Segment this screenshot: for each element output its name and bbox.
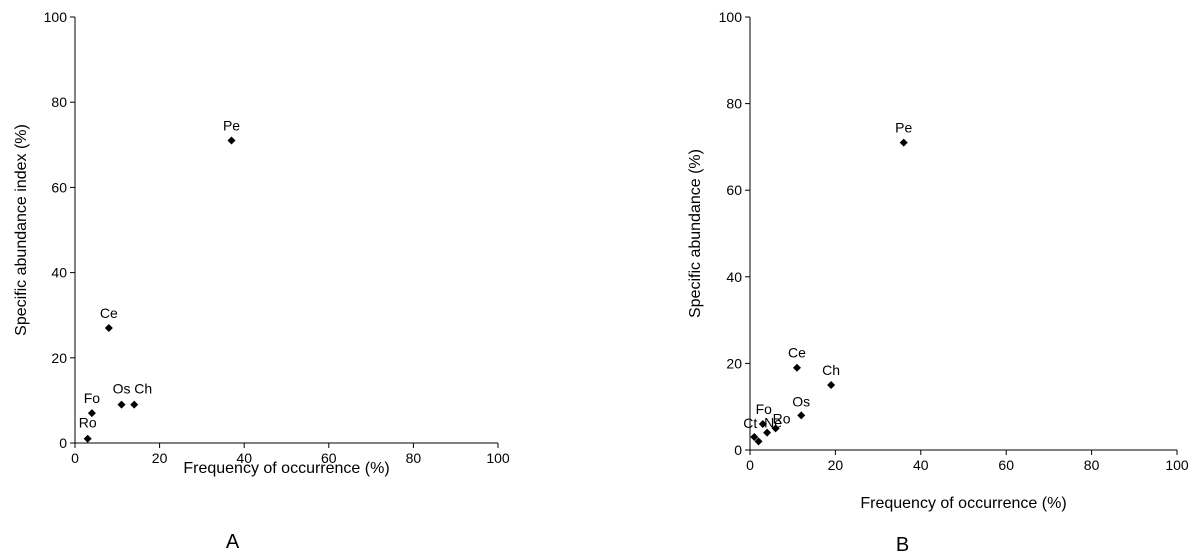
data-points: Pe Ce Fo Os Ch Ro bbox=[79, 118, 240, 443]
y-tick-label: 40 bbox=[726, 269, 742, 285]
data-point-marker bbox=[130, 400, 139, 409]
y-tick-label: 20 bbox=[726, 355, 742, 371]
y-tick-label: 80 bbox=[51, 94, 67, 110]
y-tick-label: 80 bbox=[726, 96, 742, 112]
y-tick-label: 0 bbox=[59, 435, 67, 451]
x-tick-label: 100 bbox=[1165, 457, 1189, 473]
y-axis-label: Specific abundance index (%) bbox=[13, 124, 30, 336]
y-tick-label: 20 bbox=[51, 350, 67, 366]
data-point-marker bbox=[754, 437, 763, 446]
x-tick-label: 80 bbox=[406, 450, 422, 466]
data-point-marker bbox=[771, 424, 780, 433]
data-point-marker bbox=[792, 363, 801, 372]
x-tick-label: 20 bbox=[152, 450, 168, 466]
x-tick-label: 40 bbox=[236, 450, 252, 466]
y-tick-label: 100 bbox=[44, 9, 68, 25]
x-tick-label: 20 bbox=[828, 457, 844, 473]
data-point-label: Ce bbox=[788, 345, 806, 361]
data-point-marker bbox=[763, 428, 772, 437]
data-point-marker bbox=[827, 381, 836, 390]
x-tick-label: 40 bbox=[913, 457, 929, 473]
x-tick-label: 0 bbox=[746, 457, 754, 473]
data-point-label: Ro bbox=[773, 410, 791, 426]
axis-ticks: 0 20 40 60 80 100 0 20 40 60 80 100 bbox=[44, 9, 510, 466]
panel-caption: A bbox=[226, 531, 240, 553]
data-point-label: Ro bbox=[79, 415, 97, 431]
x-tick-label: 60 bbox=[998, 457, 1014, 473]
data-point-label: Fo bbox=[756, 401, 773, 417]
data-point-label: Pe bbox=[895, 120, 912, 136]
y-tick-label: 100 bbox=[719, 9, 743, 25]
data-point-label: Os bbox=[113, 381, 131, 397]
x-axis-label: Frequency of occurrence (%) bbox=[860, 495, 1066, 512]
y-tick-label: 0 bbox=[734, 442, 742, 458]
data-point-marker bbox=[899, 138, 908, 147]
x-axis-label: Frequency of occurrence (%) bbox=[183, 460, 389, 477]
data-point-label: Ct bbox=[743, 415, 757, 431]
data-point-marker bbox=[117, 400, 126, 409]
x-tick-label: 0 bbox=[71, 450, 79, 466]
y-tick-label: 60 bbox=[51, 179, 67, 195]
data-point-marker bbox=[227, 136, 236, 145]
data-point-marker bbox=[104, 323, 113, 332]
y-tick-label: 40 bbox=[51, 265, 67, 281]
data-point-marker bbox=[750, 433, 759, 442]
data-point-label: Ch bbox=[134, 381, 152, 397]
data-point-label: Fo bbox=[84, 390, 101, 406]
x-tick-label: 100 bbox=[486, 450, 510, 466]
x-tick-label: 80 bbox=[1084, 457, 1100, 473]
data-point-label: Os bbox=[792, 393, 810, 409]
data-point-marker bbox=[758, 420, 767, 429]
y-tick-label: 60 bbox=[726, 182, 742, 198]
data-point-marker bbox=[83, 434, 92, 443]
panel-a: 0 20 40 60 80 100 0 20 40 60 80 100 Pe Ce Fo Os Ch Ro Fr… bbox=[13, 9, 510, 553]
data-point-marker bbox=[797, 411, 806, 420]
y-axis-label: Specific abundance (%) bbox=[687, 149, 704, 318]
data-point-label: Ch bbox=[822, 362, 840, 378]
data-point-label: Pe bbox=[223, 118, 240, 134]
data-point-label: Ce bbox=[100, 305, 118, 321]
panel-caption: B bbox=[896, 534, 909, 556]
axis-ticks: 0 20 40 60 80 100 0 20 40 60 80 100 bbox=[719, 9, 1189, 473]
data-point-marker bbox=[87, 409, 96, 418]
x-tick-label: 60 bbox=[321, 450, 337, 466]
